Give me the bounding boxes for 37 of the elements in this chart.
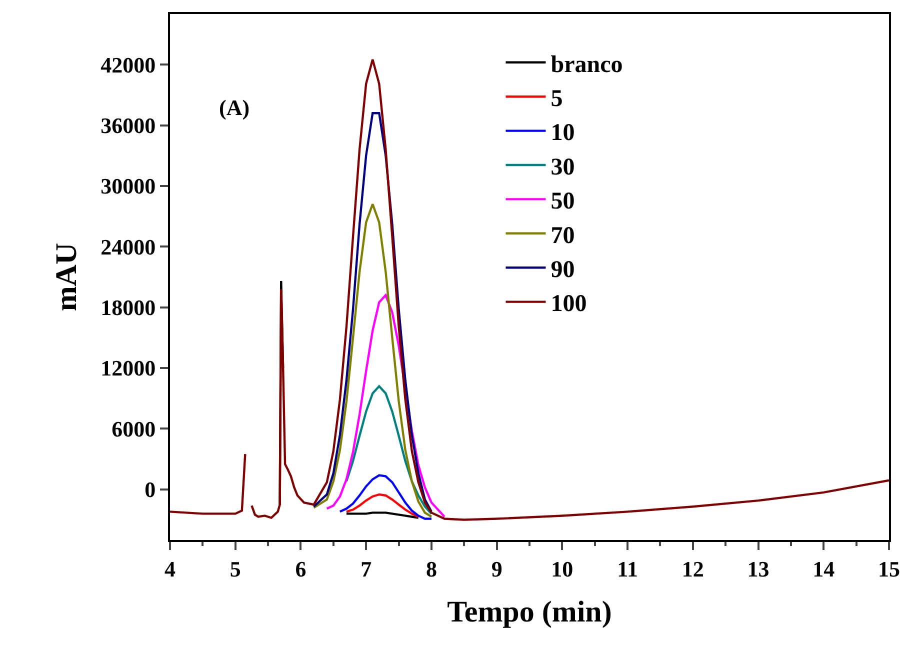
- legend-label: 10: [550, 120, 575, 146]
- x-tick-label: 13: [747, 556, 770, 582]
- legend-label: branco: [550, 52, 623, 78]
- annotation: (A): [219, 95, 250, 120]
- x-tick-label: 6: [295, 556, 306, 582]
- legend-label: 100: [550, 291, 587, 318]
- x-tick-label: 5: [230, 556, 241, 582]
- x-tick-label: 15: [878, 556, 900, 582]
- x-tick-label: 4: [164, 556, 176, 582]
- line-series: [312, 112, 433, 513]
- y-tick-label: 0: [144, 477, 156, 502]
- y-tick-label: 12000: [100, 356, 156, 381]
- legend-label: 90: [550, 256, 575, 283]
- x-tick-label: 14: [812, 556, 835, 582]
- y-tick-label: 42000: [100, 52, 156, 78]
- line-series: [345, 385, 433, 515]
- x-tick-label: 8: [426, 556, 437, 582]
- x-axis-title: Tempo (min): [447, 595, 612, 628]
- legend-label: 70: [550, 222, 575, 249]
- line-series: [345, 493, 420, 518]
- x-tick-label: 11: [617, 556, 638, 582]
- y-axis-title: mAU: [50, 242, 84, 312]
- line-series: [312, 203, 433, 518]
- x-tick-label: 9: [491, 556, 502, 582]
- x-tick-label: 7: [360, 556, 372, 582]
- x-tick-label: 12: [682, 556, 704, 582]
- legend-label: 5: [550, 86, 563, 112]
- y-tick-label: 24000: [100, 234, 156, 260]
- line-series: [338, 474, 433, 520]
- y-tick-label: 36000: [100, 112, 156, 138]
- line-series: [326, 294, 446, 518]
- y-tick-label: 18000: [100, 295, 156, 320]
- legend-label: 30: [550, 154, 575, 180]
- y-tick-label: 6000: [112, 416, 156, 442]
- x-tick-label: 10: [551, 556, 574, 582]
- legend-label: 50: [550, 188, 575, 215]
- y-tick-label: 30000: [100, 174, 156, 199]
